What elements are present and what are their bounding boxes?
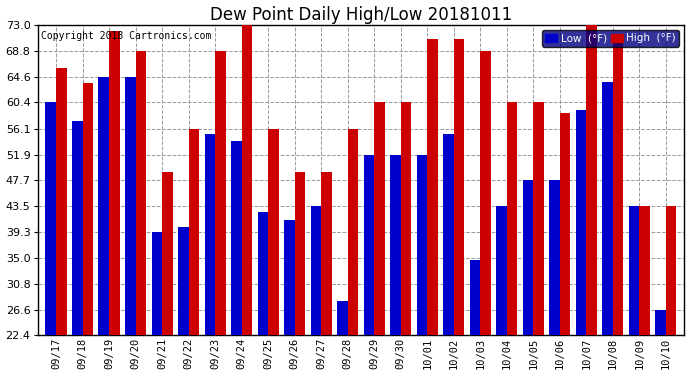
Bar — [72, 122, 83, 335]
Bar — [125, 76, 136, 335]
Bar — [348, 129, 358, 335]
Bar — [666, 206, 676, 335]
Bar — [241, 25, 253, 335]
Legend: Low  (°F), High  (°F): Low (°F), High (°F) — [542, 30, 679, 46]
Bar — [56, 68, 67, 335]
Bar — [310, 206, 322, 335]
Bar — [427, 39, 438, 335]
Title: Dew Point Daily High/Low 20181011: Dew Point Daily High/Low 20181011 — [210, 6, 512, 24]
Bar — [656, 310, 666, 335]
Bar — [560, 113, 571, 335]
Bar — [295, 172, 305, 335]
Bar — [613, 39, 624, 335]
Bar — [268, 129, 279, 335]
Bar — [374, 102, 385, 335]
Bar — [401, 102, 411, 335]
Bar — [136, 51, 146, 335]
Bar — [390, 154, 401, 335]
Bar — [443, 134, 454, 335]
Bar — [46, 102, 56, 335]
Bar — [549, 180, 560, 335]
Bar — [231, 141, 241, 335]
Bar — [496, 206, 506, 335]
Bar — [533, 102, 544, 335]
Bar — [575, 110, 586, 335]
Bar — [640, 206, 650, 335]
Bar — [523, 180, 533, 335]
Bar — [284, 220, 295, 335]
Bar — [506, 102, 518, 335]
Bar — [454, 39, 464, 335]
Text: Copyright 2018 Cartronics.com: Copyright 2018 Cartronics.com — [41, 32, 211, 41]
Bar — [109, 31, 119, 335]
Bar — [364, 154, 374, 335]
Bar — [417, 154, 427, 335]
Bar — [602, 81, 613, 335]
Bar — [257, 212, 268, 335]
Bar — [337, 301, 348, 335]
Bar — [162, 172, 172, 335]
Bar — [178, 228, 188, 335]
Bar — [586, 25, 597, 335]
Bar — [470, 260, 480, 335]
Bar — [629, 206, 640, 335]
Bar — [480, 51, 491, 335]
Bar — [83, 83, 93, 335]
Bar — [322, 172, 332, 335]
Bar — [99, 76, 109, 335]
Bar — [204, 134, 215, 335]
Bar — [188, 129, 199, 335]
Bar — [152, 232, 162, 335]
Bar — [215, 51, 226, 335]
